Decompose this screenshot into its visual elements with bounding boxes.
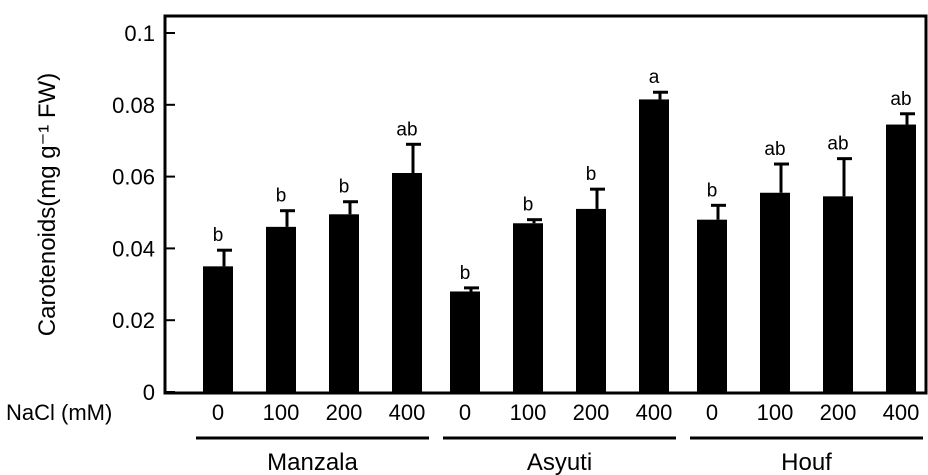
bar: [203, 266, 233, 392]
bar: [576, 208, 606, 392]
x-category-label: 200: [820, 400, 857, 425]
significance-letter: b: [523, 195, 534, 216]
x-category-label: 200: [573, 400, 610, 425]
y-tick-label: 0.08: [112, 93, 155, 118]
significance-letter: ab: [764, 139, 785, 160]
bar: [392, 173, 422, 392]
bar: [886, 124, 916, 393]
x-category-label: 100: [263, 400, 300, 425]
y-tick-label: 0: [143, 380, 155, 405]
group-label: Manzala: [267, 449, 358, 475]
significance-letter: b: [339, 177, 350, 198]
bar: [450, 291, 480, 392]
bar: [823, 196, 853, 392]
group-label: Asyuti: [527, 449, 592, 475]
x-category-label: 0: [212, 400, 224, 425]
x-category-label: 100: [757, 400, 794, 425]
x-category-label: 400: [389, 400, 426, 425]
group-label: Houf: [781, 449, 832, 475]
significance-letter: ab: [396, 119, 417, 140]
x-category-label: 400: [636, 400, 673, 425]
x-category-label: 0: [706, 400, 718, 425]
significance-letter: b: [276, 186, 287, 207]
significance-letter: b: [213, 225, 224, 246]
x-category-label: 200: [326, 400, 363, 425]
x-axis-prefix-label: NaCl (mM): [6, 400, 112, 425]
bar: [697, 219, 727, 392]
labels-layer: 0 0.02 0.04 0.06 0.08 0.1 Carotenoids(mg g⁻¹ F…: [6, 21, 919, 475]
y-axis-label: Carotenoids(mg g⁻¹ FW): [34, 73, 61, 336]
significance-letter: ab: [827, 134, 848, 155]
bars-layer: [203, 90, 916, 393]
y-tick-label: 0.04: [112, 236, 155, 261]
y-tick-label: 0.06: [112, 165, 155, 190]
y-tick-label: 0.02: [112, 308, 155, 333]
significance-letter: ab: [890, 89, 911, 110]
significance-letter: b: [460, 263, 471, 284]
significance-letter: a: [649, 67, 660, 88]
significance-letter: b: [707, 180, 718, 201]
bar: [639, 99, 669, 392]
bar: [329, 214, 359, 392]
y-tick-label: 0.1: [124, 21, 155, 46]
plot-frame: [163, 14, 928, 395]
x-category-label: 0: [459, 400, 471, 425]
x-category-label: 400: [883, 400, 920, 425]
bar: [760, 192, 790, 392]
bar: [513, 223, 543, 392]
significance-letter: b: [586, 164, 597, 185]
x-category-label: 100: [510, 400, 547, 425]
bar: [266, 226, 296, 392]
plot-axes: [163, 14, 928, 440]
